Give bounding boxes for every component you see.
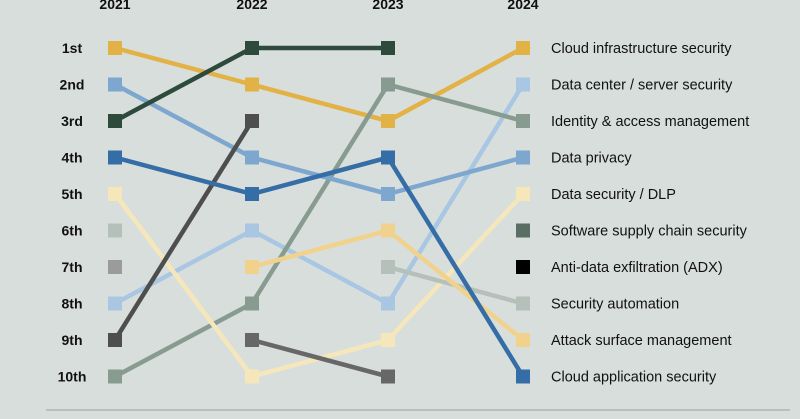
rank-label-8th: 8th xyxy=(62,296,83,312)
series-line-data-center-server-security xyxy=(112,228,255,306)
year-label-2024: 2024 xyxy=(507,0,538,12)
point-series-11-2023 xyxy=(381,369,395,384)
point-anti-data-exfiltration-adx-2022 xyxy=(245,114,259,128)
point-software-supply-chain-security-2021 xyxy=(108,114,122,128)
point-attack-surface-management-2022 xyxy=(245,260,259,274)
legend-label-software-supply-chain-security: Software supply chain security xyxy=(551,224,748,240)
series-line-data-center-server-security xyxy=(249,228,391,306)
series-series-10 xyxy=(108,260,122,274)
point-identity-access-management-2022 xyxy=(245,296,259,311)
series-line-data-center-server-security xyxy=(385,82,526,306)
legend-swatch-data-security-dlp xyxy=(516,187,530,201)
series-line-cloud-infrastructure-security xyxy=(112,45,255,87)
rank-label-3rd: 3rd xyxy=(61,113,83,129)
rank-label-6th: 6th xyxy=(62,223,83,239)
legend-label-data-privacy: Data privacy xyxy=(551,151,632,167)
legend-swatch-identity-access-management xyxy=(516,114,530,128)
series-data-center-server-security xyxy=(108,77,530,311)
series-line-cloud-infrastructure-security xyxy=(385,45,526,124)
point-software-supply-chain-security-2022 xyxy=(245,41,259,55)
series-anti-data-exfiltration-adx xyxy=(108,114,259,347)
point-data-center-server-security-2021 xyxy=(108,296,122,311)
legend-swatch-security-automation xyxy=(516,296,530,311)
legend-label-data-center-server-security: Data center / server security xyxy=(551,78,733,94)
legend-swatch-cloud-infrastructure-security xyxy=(516,41,530,55)
series-identity-access-management xyxy=(108,77,530,384)
point-series-11-2022 xyxy=(245,333,259,347)
legend-label-cloud-application-security: Cloud application security xyxy=(551,370,717,386)
point-cloud-infrastructure-security-2023 xyxy=(381,114,395,128)
series-line-attack-surface-management xyxy=(385,228,526,343)
rank-label-9th: 9th xyxy=(62,332,83,348)
legend-label-data-security-dlp: Data security / DLP xyxy=(551,187,676,203)
rank-label-7th: 7th xyxy=(62,259,83,275)
point-cloud-application-security-2023 xyxy=(381,150,395,165)
point-cloud-application-security-2021 xyxy=(108,150,122,165)
series-series-11 xyxy=(245,333,395,384)
rank-label-10th: 10th xyxy=(58,369,87,385)
point-software-supply-chain-security-2023 xyxy=(381,41,395,55)
series-line-software-supply-chain-security xyxy=(112,45,255,124)
series-software-supply-chain-security xyxy=(108,41,395,128)
point-data-security-dlp-2022 xyxy=(245,369,259,384)
legend-label-attack-surface-management: Attack surface management xyxy=(551,333,732,349)
rank-label-1st: 1st xyxy=(62,40,83,56)
point-security-automation-2021 xyxy=(108,223,122,238)
point-attack-surface-management-2023 xyxy=(381,223,395,238)
rank-label-2nd: 2nd xyxy=(60,77,85,93)
point-data-security-dlp-2023 xyxy=(381,333,395,347)
series-cloud-infrastructure-security xyxy=(108,41,530,128)
series-line-cloud-infrastructure-security xyxy=(249,82,391,124)
rank-label-4th: 4th xyxy=(62,150,83,166)
point-identity-access-management-2021 xyxy=(108,369,122,384)
legend-swatch-anti-data-exfiltration-adx xyxy=(516,260,530,274)
series-line-cloud-application-security xyxy=(112,155,255,197)
series-line-data-privacy xyxy=(112,82,255,160)
point-security-automation-2023 xyxy=(381,260,395,274)
series-data-privacy xyxy=(108,77,530,201)
point-identity-access-management-2023 xyxy=(381,77,395,92)
series-line-series-11 xyxy=(249,337,391,379)
series-line-cloud-application-security xyxy=(385,155,526,379)
legend-swatch-attack-surface-management xyxy=(516,333,530,347)
series-line-anti-data-exfiltration-adx xyxy=(112,118,255,343)
series-line-data-privacy xyxy=(385,155,526,197)
series-line-identity-access-management xyxy=(385,82,526,124)
point-series-10-2021 xyxy=(108,260,122,274)
series-line-attack-surface-management xyxy=(249,228,391,270)
legend-label-identity-access-management: Identity & access management xyxy=(551,114,749,130)
series-line-identity-access-management xyxy=(112,301,255,379)
point-data-privacy-2023 xyxy=(381,187,395,201)
point-cloud-infrastructure-security-2021 xyxy=(108,41,122,55)
year-label-2022: 2022 xyxy=(236,0,267,12)
legend-swatch-cloud-application-security xyxy=(516,369,530,384)
point-data-privacy-2021 xyxy=(108,77,122,92)
legend-swatch-data-privacy xyxy=(516,150,530,165)
rank-label-5th: 5th xyxy=(62,186,83,202)
point-anti-data-exfiltration-adx-2021 xyxy=(108,333,122,347)
series-line-cloud-application-security xyxy=(249,155,391,197)
point-data-privacy-2022 xyxy=(245,150,259,165)
series-line-data-security-dlp xyxy=(112,191,255,379)
point-cloud-application-security-2022 xyxy=(245,187,259,201)
legend-swatch-data-center-server-security xyxy=(516,77,530,92)
legend-label-anti-data-exfiltration-adx: Anti-data exfiltration (ADX) xyxy=(551,260,723,276)
point-data-center-server-security-2022 xyxy=(245,223,259,238)
legend-label-cloud-infrastructure-security: Cloud infrastructure security xyxy=(551,41,732,57)
series-line-identity-access-management xyxy=(249,82,391,306)
year-label-2021: 2021 xyxy=(99,0,130,12)
legend-label-security-automation: Security automation xyxy=(551,297,679,313)
point-data-security-dlp-2021 xyxy=(108,187,122,201)
legend-swatch-software-supply-chain-security xyxy=(516,223,530,238)
year-label-2023: 2023 xyxy=(372,0,403,12)
point-data-center-server-security-2023 xyxy=(381,296,395,311)
point-cloud-infrastructure-security-2022 xyxy=(245,77,259,92)
